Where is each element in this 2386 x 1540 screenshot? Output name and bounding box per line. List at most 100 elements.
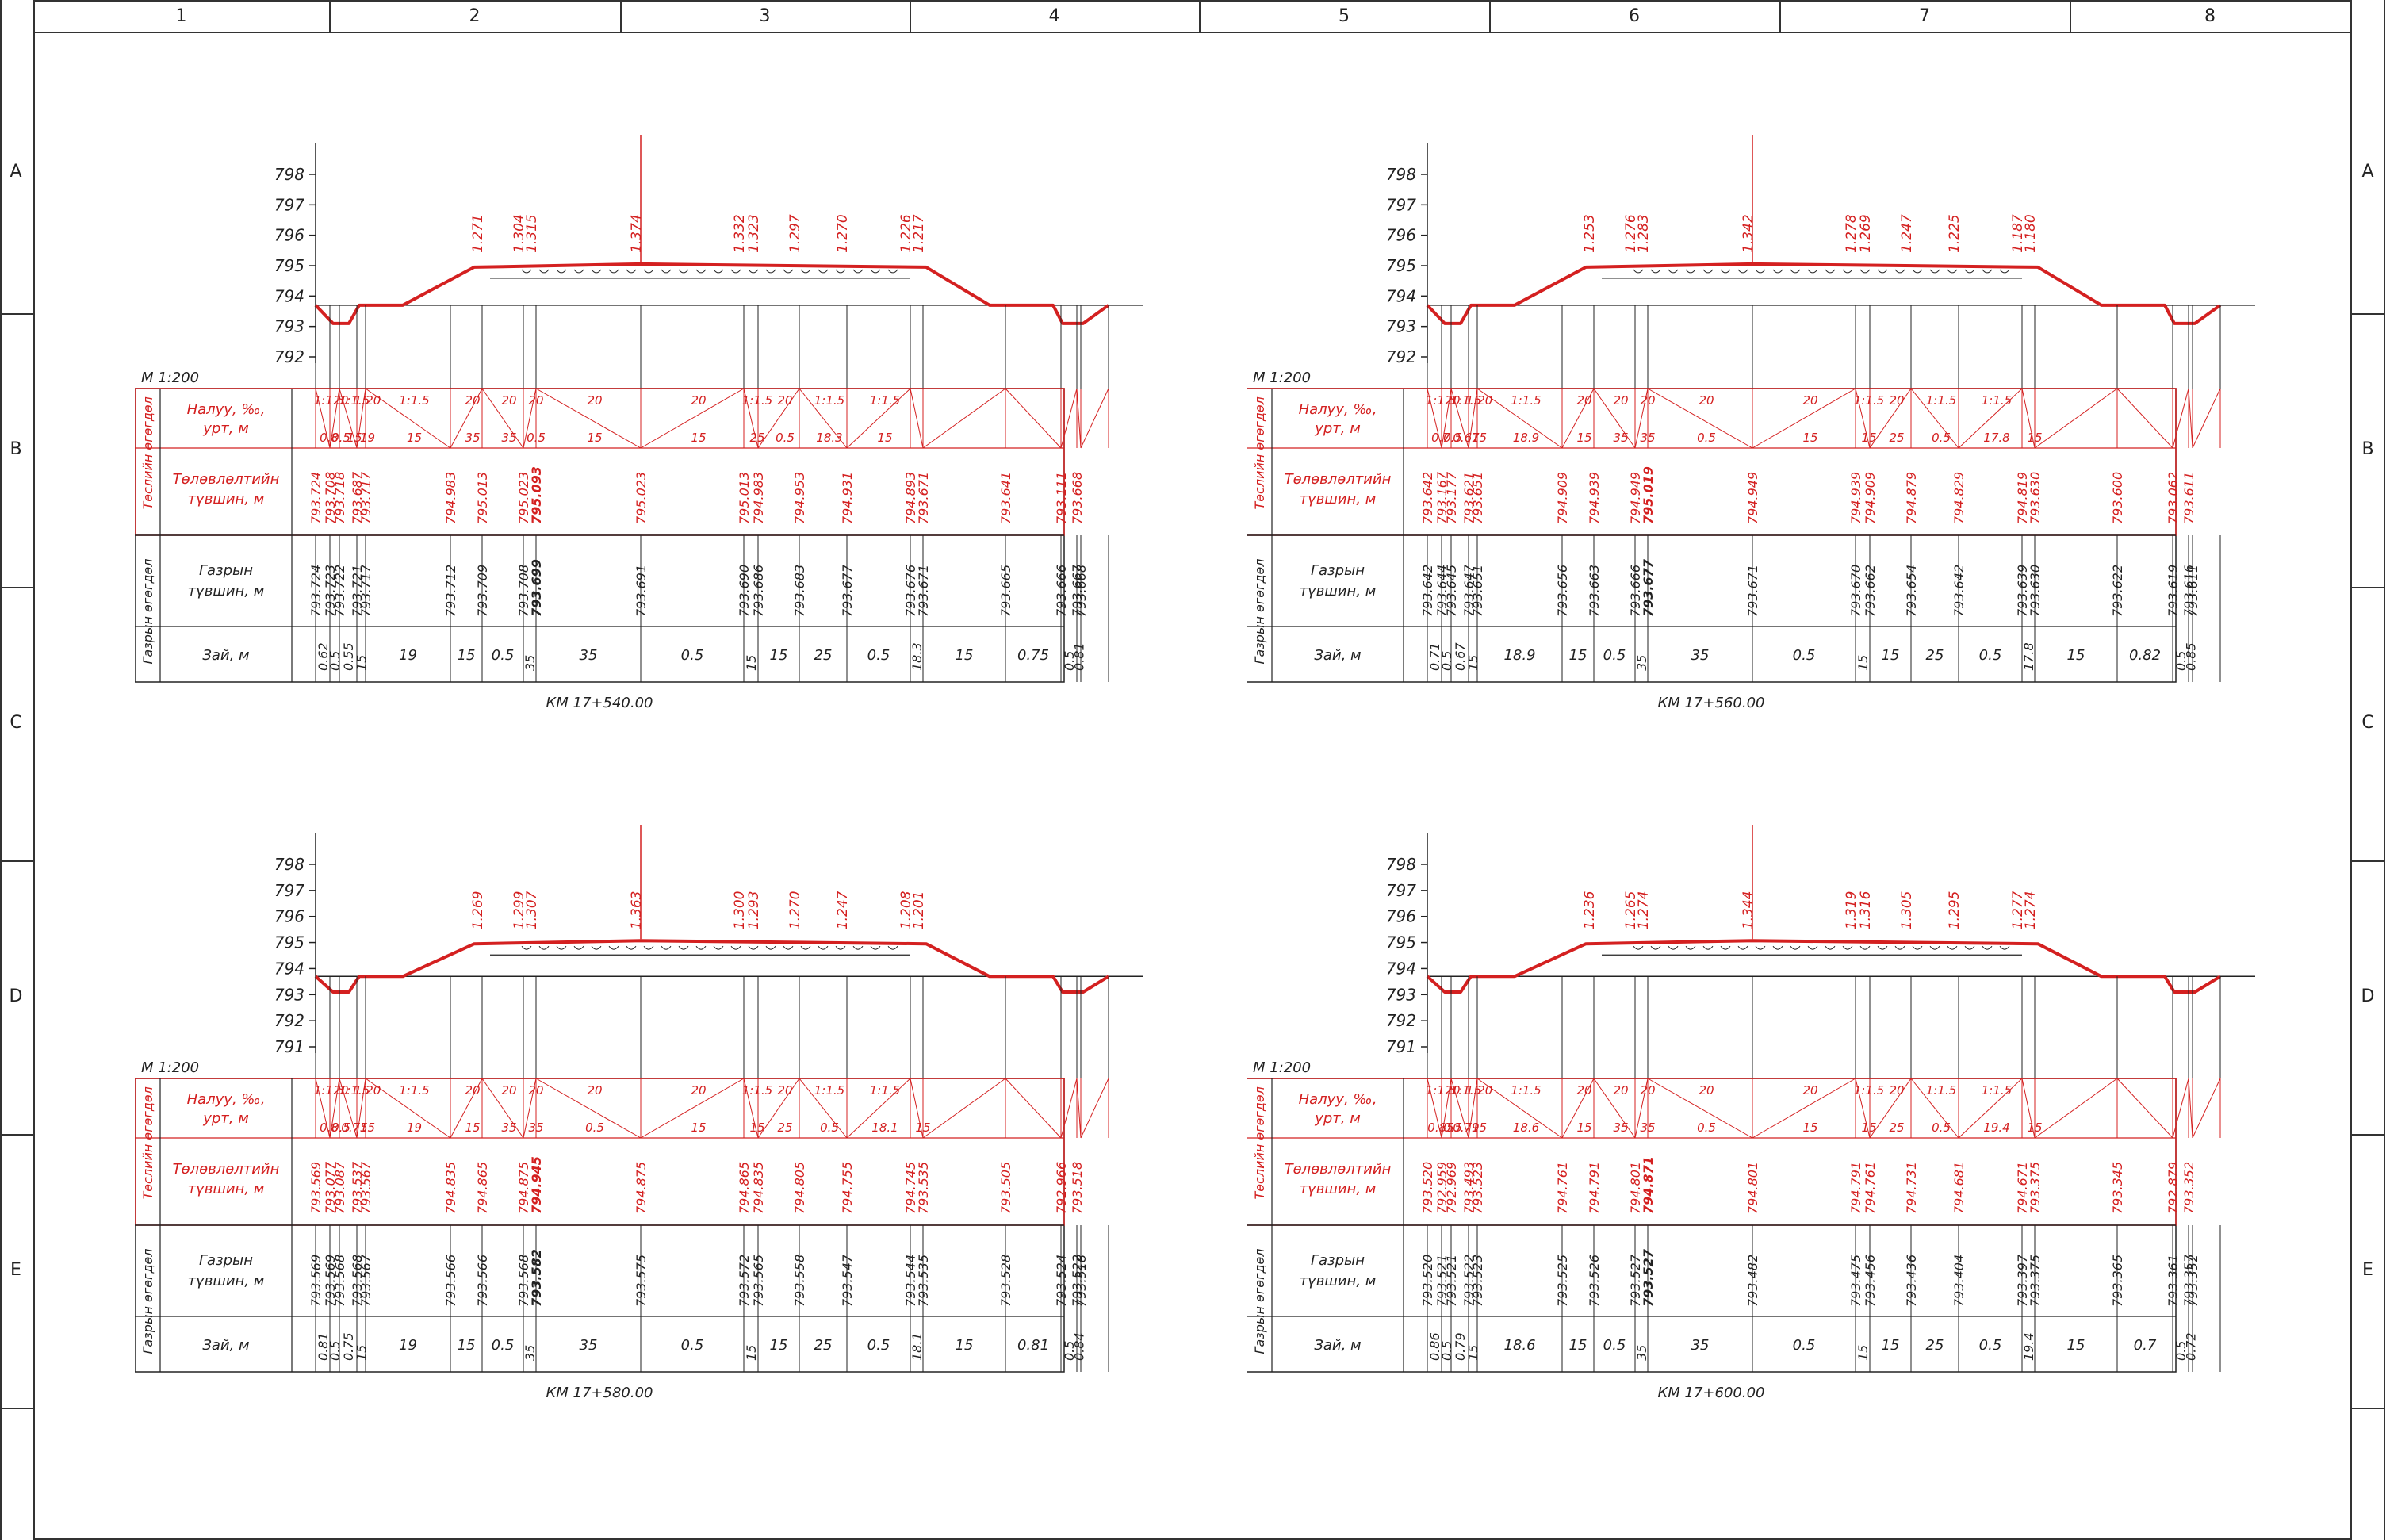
design-level: 793.518	[1070, 1162, 1085, 1214]
distance-value: 15	[744, 1345, 759, 1361]
design-profile	[314, 939, 1110, 994]
slope-value: 1:1.5	[1451, 393, 1481, 408]
pavement-hatch	[1912, 945, 1923, 950]
pavement-hatch	[1964, 269, 1975, 274]
slope-diagonal	[535, 1078, 642, 1139]
slope-row-header: Налуу, ‰,	[1299, 1091, 1377, 1108]
pavement-hatch	[730, 945, 741, 950]
crown-offset-label: 1.187	[2010, 214, 2026, 253]
design-level: 794.939	[1587, 472, 1602, 524]
design-level: 793.724	[308, 472, 324, 524]
crown-offset-label: 1.276	[1623, 214, 1639, 253]
pavement-hatch	[1720, 269, 1731, 274]
pavement-hatch	[1982, 269, 1993, 274]
design-level: 794.801	[1628, 1162, 1643, 1214]
y-tick-label: 792	[1386, 347, 1416, 366]
slope-length: 0.5	[820, 1121, 839, 1135]
pavement-hatch	[1859, 269, 1871, 274]
pavement-hatch	[1999, 945, 2010, 950]
distance-value: 0.5	[492, 1337, 515, 1354]
pavement-hatch	[748, 945, 759, 950]
slope-value: 20	[691, 393, 706, 408]
distance-value: 0.5	[327, 1341, 343, 1361]
pavement-hatch	[1772, 945, 1783, 950]
slope-diagonal	[1752, 388, 1856, 449]
design-level: 792.879	[2166, 1162, 2181, 1214]
ground-row-header: түвшин, м	[188, 583, 265, 600]
slope-length: 18.9	[1513, 431, 1539, 445]
slope-length: 17.8	[1983, 431, 2009, 445]
distance-value: 0.82	[2129, 647, 2161, 664]
design-level: 793.537	[350, 1161, 365, 1214]
y-tick-label: 797	[1386, 881, 1416, 900]
slope-length: 35	[1640, 431, 1655, 445]
slope-length: 15	[691, 431, 706, 445]
slope-length: 35	[501, 431, 516, 445]
design-level: 793.167	[1434, 471, 1450, 524]
y-tick-label: 795	[1386, 933, 1416, 952]
pavement-hatch	[1772, 269, 1783, 274]
pavement-hatch	[1842, 269, 1853, 274]
pavement-hatch	[678, 269, 689, 274]
ground-level: 793.630	[2028, 565, 2043, 617]
slope-length: 0.5	[585, 1121, 604, 1135]
title-row-divider	[33, 32, 2350, 33]
distance-value: 15	[1569, 647, 1587, 664]
slope-value: 1:1.5	[339, 393, 370, 408]
slope-diagonal	[1561, 388, 1595, 449]
distance-value: 0.5	[1439, 651, 1454, 671]
distance-value: 0.84	[1072, 1332, 1087, 1361]
pavement-hatch	[1702, 945, 1714, 950]
slope-diagonal	[1060, 388, 1078, 449]
ground-level: 793.572	[737, 1255, 752, 1307]
slope-diagonal	[1561, 1078, 1595, 1139]
row-letter-B-left: B	[10, 439, 22, 459]
slope-length: 15	[1576, 431, 1591, 445]
slope-diagonal	[1869, 1078, 1912, 1139]
slope-diagonal	[910, 1078, 924, 1139]
y-tick-label: 798	[274, 165, 304, 184]
column-number-6: 6	[1629, 6, 1640, 26]
crown-offset-label: 1.265	[1623, 891, 1639, 930]
slope-value: 1:1.5	[870, 1083, 900, 1098]
slope-diagonal	[1476, 1078, 1563, 1139]
column-divider	[2070, 0, 2071, 32]
design-level: 794.731	[1904, 1162, 1919, 1214]
design-level: 795.093	[529, 466, 544, 524]
slope-length: 0.5	[1697, 431, 1716, 445]
slope-diagonal	[799, 1078, 848, 1139]
slope-diagonal	[1869, 388, 1912, 449]
slope-length: 0.8	[320, 1121, 339, 1135]
row-letter-A-left: A	[10, 161, 22, 182]
slope-diagonal	[1910, 388, 1959, 449]
ground-level: 793.722	[332, 565, 347, 617]
ground-level: 793.521	[1444, 1255, 1459, 1307]
slope-length: 0.5	[1697, 1121, 1716, 1135]
design-row-header: түвшин, м	[188, 1181, 265, 1197]
distance-value: 25	[814, 1337, 833, 1354]
ground-level: 793.671	[916, 565, 931, 617]
ground-group-label: Газрын өгөгдөл	[140, 1248, 155, 1354]
slope-length: 0.5	[331, 431, 350, 445]
design-level: 793.352	[2181, 1162, 2196, 1214]
crown-offset-label: 1.363	[629, 891, 645, 930]
crown-offset-label: 1.332	[732, 214, 748, 253]
slope-length: 25	[749, 431, 764, 445]
slope-length: 15	[1802, 1121, 1817, 1135]
design-level: 793.668	[1070, 472, 1085, 524]
slope-length: 0.5	[1443, 431, 1462, 445]
slope-length: 0.5	[1932, 431, 1951, 445]
row-letter-E-left: E	[10, 1259, 21, 1280]
ground-level: 793.651	[1470, 565, 1485, 617]
distance-value: 15	[1569, 1337, 1587, 1354]
distance-value: 15	[1856, 1345, 1871, 1361]
ground-group-label: Газрын өгөгдөл	[1252, 1248, 1267, 1354]
distance-value: 0.72	[2184, 1332, 2199, 1361]
pavement-hatch	[556, 945, 567, 950]
distance-value: 0.5	[1439, 1341, 1454, 1361]
slope-value: 1:1.5	[1511, 1083, 1541, 1098]
design-level: 793.708	[323, 472, 338, 524]
pavement-hatch	[1947, 269, 1958, 274]
slope-diagonal	[339, 388, 358, 449]
crown-offset-label: 1.323	[746, 214, 762, 253]
